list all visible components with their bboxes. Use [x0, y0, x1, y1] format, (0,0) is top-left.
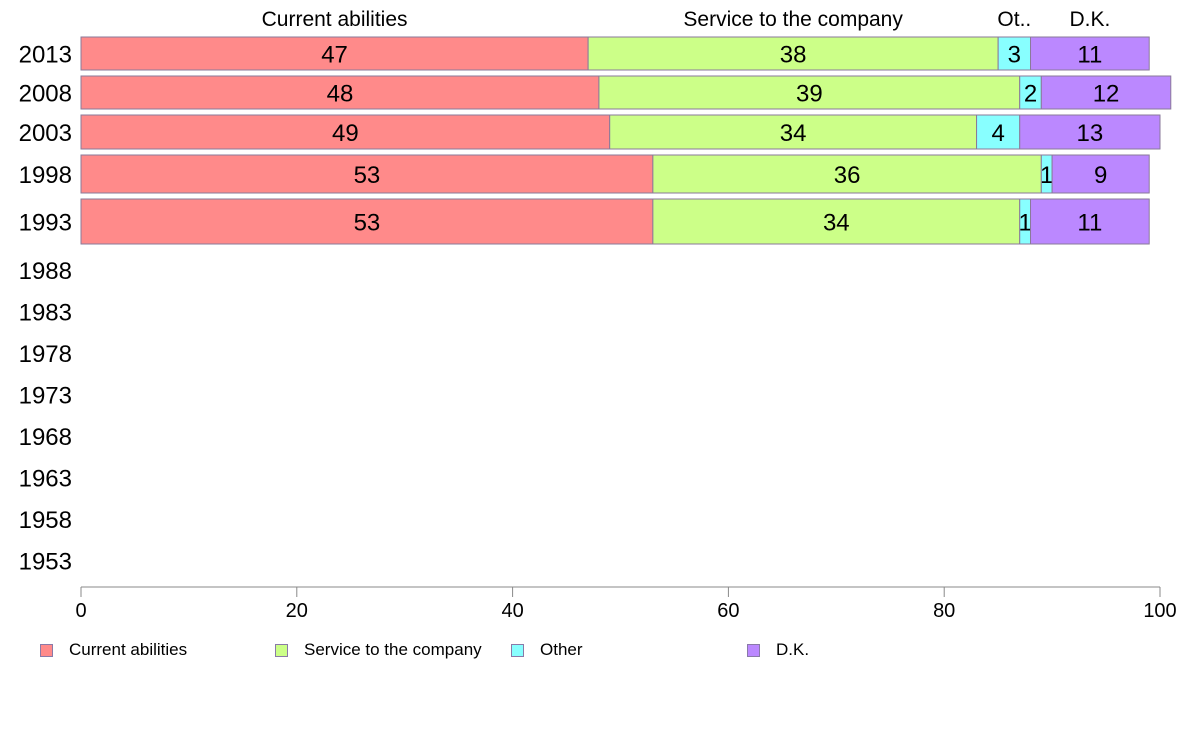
legend-label: Service to the company — [304, 640, 482, 659]
data-label: 9 — [1094, 162, 1107, 189]
bar-segment — [976, 114, 1021, 150]
data-label: 13 — [1077, 120, 1104, 147]
category-label: 1983 — [19, 300, 72, 327]
bar-segment — [80, 36, 589, 71]
bar-segment — [1040, 75, 1172, 110]
bar-segment — [1051, 154, 1150, 194]
bar-segment — [587, 36, 999, 71]
data-label: 2 — [1024, 81, 1037, 108]
x-tick-label: 80 — [933, 600, 955, 622]
data-label: 39 — [796, 81, 823, 108]
bar-segment — [80, 154, 654, 194]
category-label: 2013 — [19, 42, 72, 69]
bar-segment — [80, 114, 611, 150]
data-label: 12 — [1093, 81, 1120, 108]
bar-segment — [652, 154, 1042, 194]
category-label: 1998 — [19, 162, 72, 189]
series-header: D.K. — [1069, 8, 1110, 31]
category-label: 2008 — [19, 81, 72, 108]
bar-segment — [609, 114, 978, 150]
bar-segment — [1019, 114, 1161, 150]
category-label: 1953 — [19, 549, 72, 576]
data-label: 11 — [1077, 210, 1102, 237]
data-label: 3 — [1008, 42, 1021, 69]
category-label: 1958 — [19, 507, 72, 534]
category-label: 2003 — [19, 120, 72, 147]
bar-segment — [997, 36, 1032, 71]
category-label: 1973 — [19, 383, 72, 410]
data-label: 47 — [321, 42, 348, 69]
series-header: Ot.. — [997, 8, 1031, 31]
category-label: 1978 — [19, 341, 72, 368]
legend-swatch — [747, 643, 760, 657]
bar-segment — [1030, 198, 1150, 245]
x-tick-label: 60 — [717, 600, 739, 622]
category-label: 1993 — [19, 210, 72, 237]
data-label: 53 — [354, 162, 381, 189]
legend-swatch — [511, 643, 524, 657]
data-label: 49 — [332, 120, 359, 147]
x-tick-label: 20 — [286, 600, 308, 622]
legend-item: Current abilities — [40, 640, 187, 660]
data-label: 1 — [1040, 162, 1053, 189]
data-label: 34 — [823, 210, 850, 237]
legend-label: Current abilities — [69, 640, 188, 659]
legend-item: D.K. — [747, 640, 809, 660]
legend-item: Other — [511, 640, 583, 660]
bar-segment — [80, 198, 654, 245]
category-label: 1968 — [19, 424, 72, 451]
data-label: 53 — [354, 210, 381, 237]
data-label: 1 — [1018, 210, 1031, 237]
series-header: Current abilities — [262, 8, 408, 31]
x-tick-label: 100 — [1143, 600, 1176, 622]
legend: Current abilities Service to the company O… — [40, 640, 1160, 660]
bar-segment — [598, 75, 1021, 110]
x-tick-label: 0 — [75, 600, 86, 622]
bar-segment — [652, 198, 1021, 245]
data-label: 38 — [780, 42, 807, 69]
bar-segment — [1030, 36, 1150, 71]
legend-swatch — [275, 643, 288, 657]
legend-label: D.K. — [776, 640, 810, 659]
legend-swatch — [40, 643, 53, 657]
legend-item: Service to the company — [275, 640, 482, 660]
category-label: 1963 — [19, 466, 72, 493]
data-label: 36 — [834, 162, 861, 189]
bar-segment — [80, 75, 600, 110]
x-tick-label: 40 — [501, 600, 523, 622]
data-label: 11 — [1077, 42, 1102, 69]
data-label: 48 — [327, 81, 354, 108]
category-label: 1988 — [19, 258, 72, 285]
series-header: Service to the company — [683, 8, 903, 31]
data-label: 34 — [780, 120, 807, 147]
legend-label: Other — [540, 640, 583, 659]
data-label: 4 — [991, 120, 1004, 147]
